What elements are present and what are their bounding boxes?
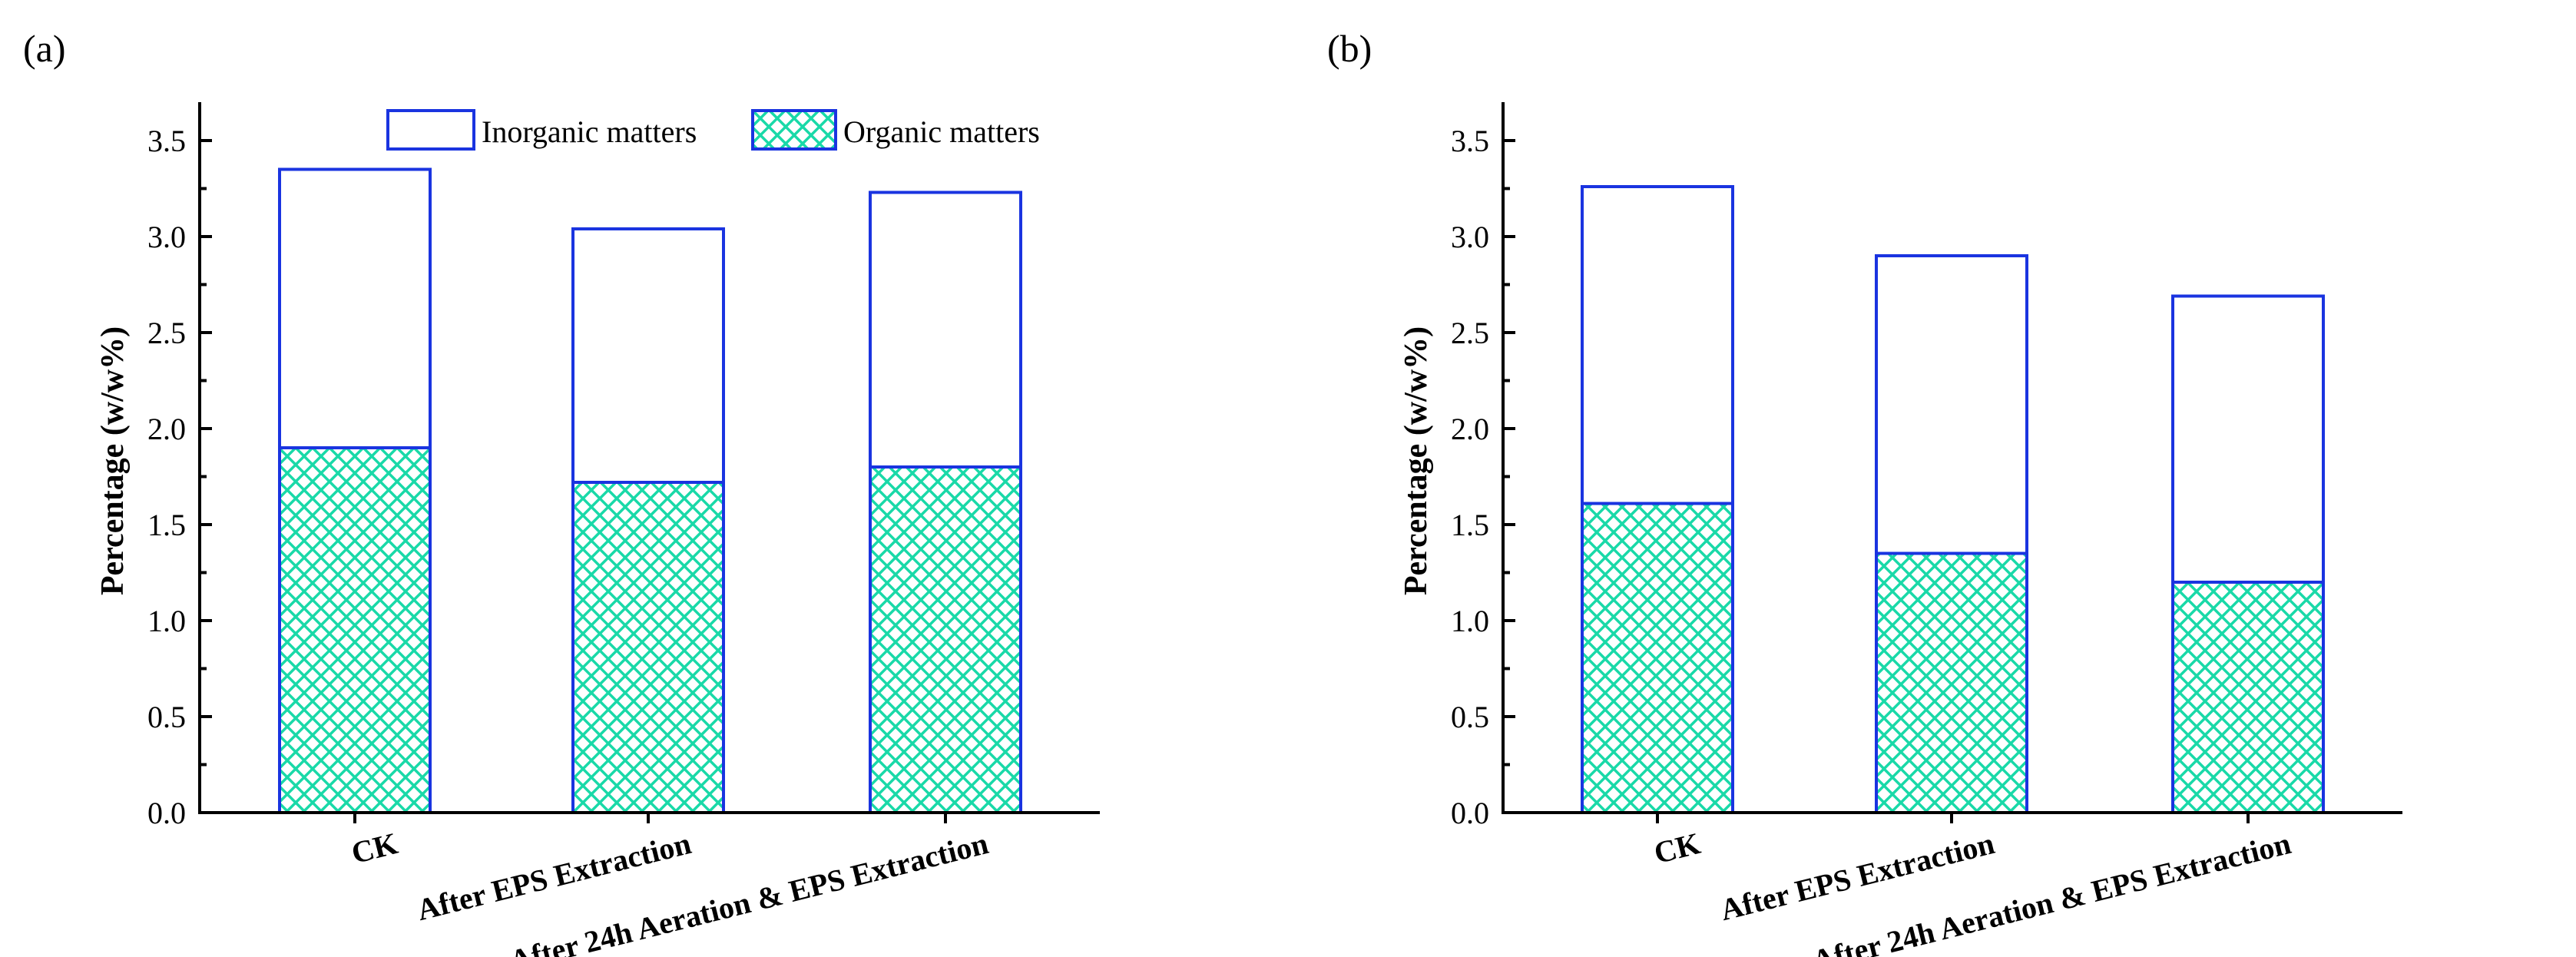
bar-a-organic-1 [571,481,725,814]
panel-label-a: (a) [23,27,66,70]
y-tick-label-a-6: 3.0 [147,220,186,254]
y-tick-label-a-4: 2.0 [147,412,186,446]
bar-b-inorganic-1 [1875,254,2028,555]
bar-b-inorganic-0 [1581,185,1734,505]
panel-a: (a) Percentage (w/w%) 0.0 0.5 1.0 1.5 2.0 2.5… [23,27,1100,957]
panel-b: (b) Percentage (w/w%) 0.0 0.5 1.0 1.5 2.0 2.5… [1327,27,2402,957]
y-axis-label-b: Percentage (w/w%) [1399,326,1434,595]
y-tick-label-b-4: 2.0 [1451,412,1489,446]
y-tick-label-b-0: 0.0 [1451,796,1489,830]
y-tick-label-b-6: 3.0 [1451,220,1489,254]
bar-a-organic-2 [869,465,1022,814]
plot-area-b: 0.00.51.01.52.02.53.03.5CK After EPS Extr… [1451,102,2402,957]
panel-label-b: (b) [1327,27,1372,70]
y-tick-label-b-3: 1.5 [1451,508,1489,542]
y-tick-label-b-7: 3.5 [1451,124,1489,158]
bar-b-organic-1 [1875,551,2028,814]
y-tick-label-b-2: 1.0 [1451,604,1489,638]
x-tick-label-b-2: After 24h Aeration & EPS Extraction [1809,826,2294,957]
y-tick-label-a-5: 2.5 [147,316,186,350]
bar-b-inorganic-2 [2171,294,2325,584]
bar-b-organic-2 [2171,581,2325,814]
y-tick-label-a-0: 0.0 [147,796,186,830]
y-tick-label-b-1: 0.5 [1451,700,1489,734]
x-tick-label-a-2: After 24h Aeration & EPS Extraction [506,826,992,957]
legend-text-inorganic: Inorganic matters [482,114,697,149]
bar-a-inorganic-1 [571,227,725,484]
y-axis-label-a: Percentage (w/w%) [95,326,131,595]
legend-text-organic: Organic matters [843,114,1040,149]
y-tick-label-a-7: 3.5 [147,124,186,158]
y-tick-label-a-1: 0.5 [147,700,186,734]
bar-a-inorganic-2 [869,190,1022,469]
y-tick-label-a-3: 1.5 [147,508,186,542]
y-tick-label-b-5: 2.5 [1451,316,1489,350]
y-tick-label-a-2: 1.0 [147,604,186,638]
legend-a: Inorganic matters Organic matters [386,109,1040,151]
bar-a-inorganic-0 [278,167,432,449]
x-tick-label-b-0: CK [1651,826,1704,870]
legend-swatch-inorganic [386,109,475,151]
bar-b-organic-0 [1581,502,1734,814]
plot-area-a: 0.00.51.01.52.02.53.03.5CK After EPS Extr… [147,102,1100,957]
legend-swatch-organic [751,109,837,151]
x-tick-label-a-0: CK [348,826,401,870]
bar-a-organic-0 [278,446,432,814]
